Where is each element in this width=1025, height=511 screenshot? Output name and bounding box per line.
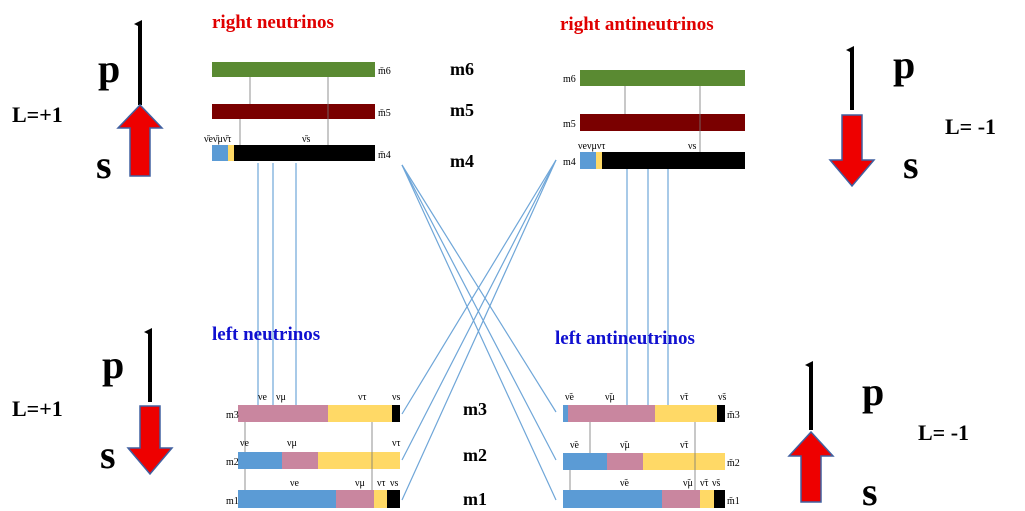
spin: s bbox=[862, 469, 878, 511]
lepton-number: L=+1 bbox=[12, 396, 63, 421]
bar-label: m3 bbox=[226, 410, 239, 421]
connections bbox=[257, 159, 669, 501]
title: left antineutrinos bbox=[555, 328, 695, 349]
flavor-label: ν̃e bbox=[620, 478, 630, 489]
momentum: p bbox=[98, 46, 120, 91]
mass-label: m6 bbox=[450, 59, 474, 79]
bar-label: m̃2 bbox=[727, 458, 740, 469]
title: left neutrinos bbox=[212, 324, 320, 345]
flavor-label: ντ bbox=[377, 478, 386, 489]
bar-label: m6 bbox=[563, 74, 576, 85]
mass-label: m3 bbox=[463, 399, 487, 419]
lepton-number: L= -1 bbox=[945, 114, 996, 139]
bar-label: m̃1 bbox=[727, 496, 740, 507]
right-neutrino-bars bbox=[212, 62, 375, 161]
arrows bbox=[116, 20, 876, 503]
right-antineutrino-bars bbox=[580, 70, 745, 169]
flavor-label: ν̃μ bbox=[605, 392, 615, 403]
spin: s bbox=[903, 142, 919, 187]
left-antineutrino-bars bbox=[563, 405, 725, 508]
flavor-label: νμ bbox=[276, 392, 286, 403]
flavor-label: ν̃e bbox=[570, 440, 580, 451]
bar-label: m1 bbox=[226, 496, 239, 507]
momentum: p bbox=[893, 42, 915, 87]
mass-label: m2 bbox=[463, 445, 487, 465]
momentum: p bbox=[862, 369, 884, 414]
momentum: p bbox=[102, 342, 124, 387]
flavor-label: ντ bbox=[392, 438, 401, 449]
flavor-label: νs bbox=[688, 141, 697, 152]
flavor-label: ν̃s bbox=[718, 392, 727, 403]
bar-label: m4 bbox=[563, 157, 576, 168]
flavor-label: ν̃e bbox=[565, 392, 575, 403]
flavor-label: νe bbox=[258, 392, 268, 403]
bar-label: m5 bbox=[563, 119, 576, 130]
spin: s bbox=[96, 142, 112, 187]
bar-label: m̄4 bbox=[378, 150, 391, 161]
flavor-label: ν̄s bbox=[302, 134, 311, 145]
flavor-label: νμ bbox=[287, 438, 297, 449]
flavor-label: νμ bbox=[355, 478, 365, 489]
flavor-label: ν̃μ bbox=[620, 440, 630, 451]
left-neutrino-bars bbox=[238, 405, 400, 508]
mass-label: m1 bbox=[463, 489, 487, 509]
flavor-label: νe bbox=[290, 478, 300, 489]
flavor-label: ντ bbox=[358, 392, 367, 403]
bar-label: m̄5 bbox=[378, 108, 391, 119]
bar-label: m̄6 bbox=[378, 66, 391, 77]
mass-label: m4 bbox=[450, 151, 474, 171]
title: right neutrinos bbox=[212, 12, 334, 33]
lepton-number: L= -1 bbox=[918, 420, 969, 445]
flavor-label: νs bbox=[392, 392, 401, 403]
lepton-number: L=+1 bbox=[12, 102, 63, 127]
flavor-label: ν̃τ bbox=[680, 392, 689, 403]
flavor-label: ν̃s bbox=[712, 478, 721, 489]
flavor-label: νe bbox=[240, 438, 250, 449]
flavor-label: νs bbox=[390, 478, 399, 489]
flavor-label: νeνμντ bbox=[578, 141, 605, 152]
title: right antineutrinos bbox=[560, 14, 714, 35]
flavor-label: ν̄eν̄μν̄τ bbox=[204, 134, 231, 145]
bar-label: m2 bbox=[226, 457, 239, 468]
spin: s bbox=[100, 432, 116, 477]
flavor-label: ν̃τ bbox=[700, 478, 709, 489]
flavor-label: ν̃τ bbox=[680, 440, 689, 451]
bar-label: m̃3 bbox=[727, 410, 740, 421]
flavor-label: ν̃μ bbox=[683, 478, 693, 489]
mass-label: m5 bbox=[450, 100, 474, 120]
